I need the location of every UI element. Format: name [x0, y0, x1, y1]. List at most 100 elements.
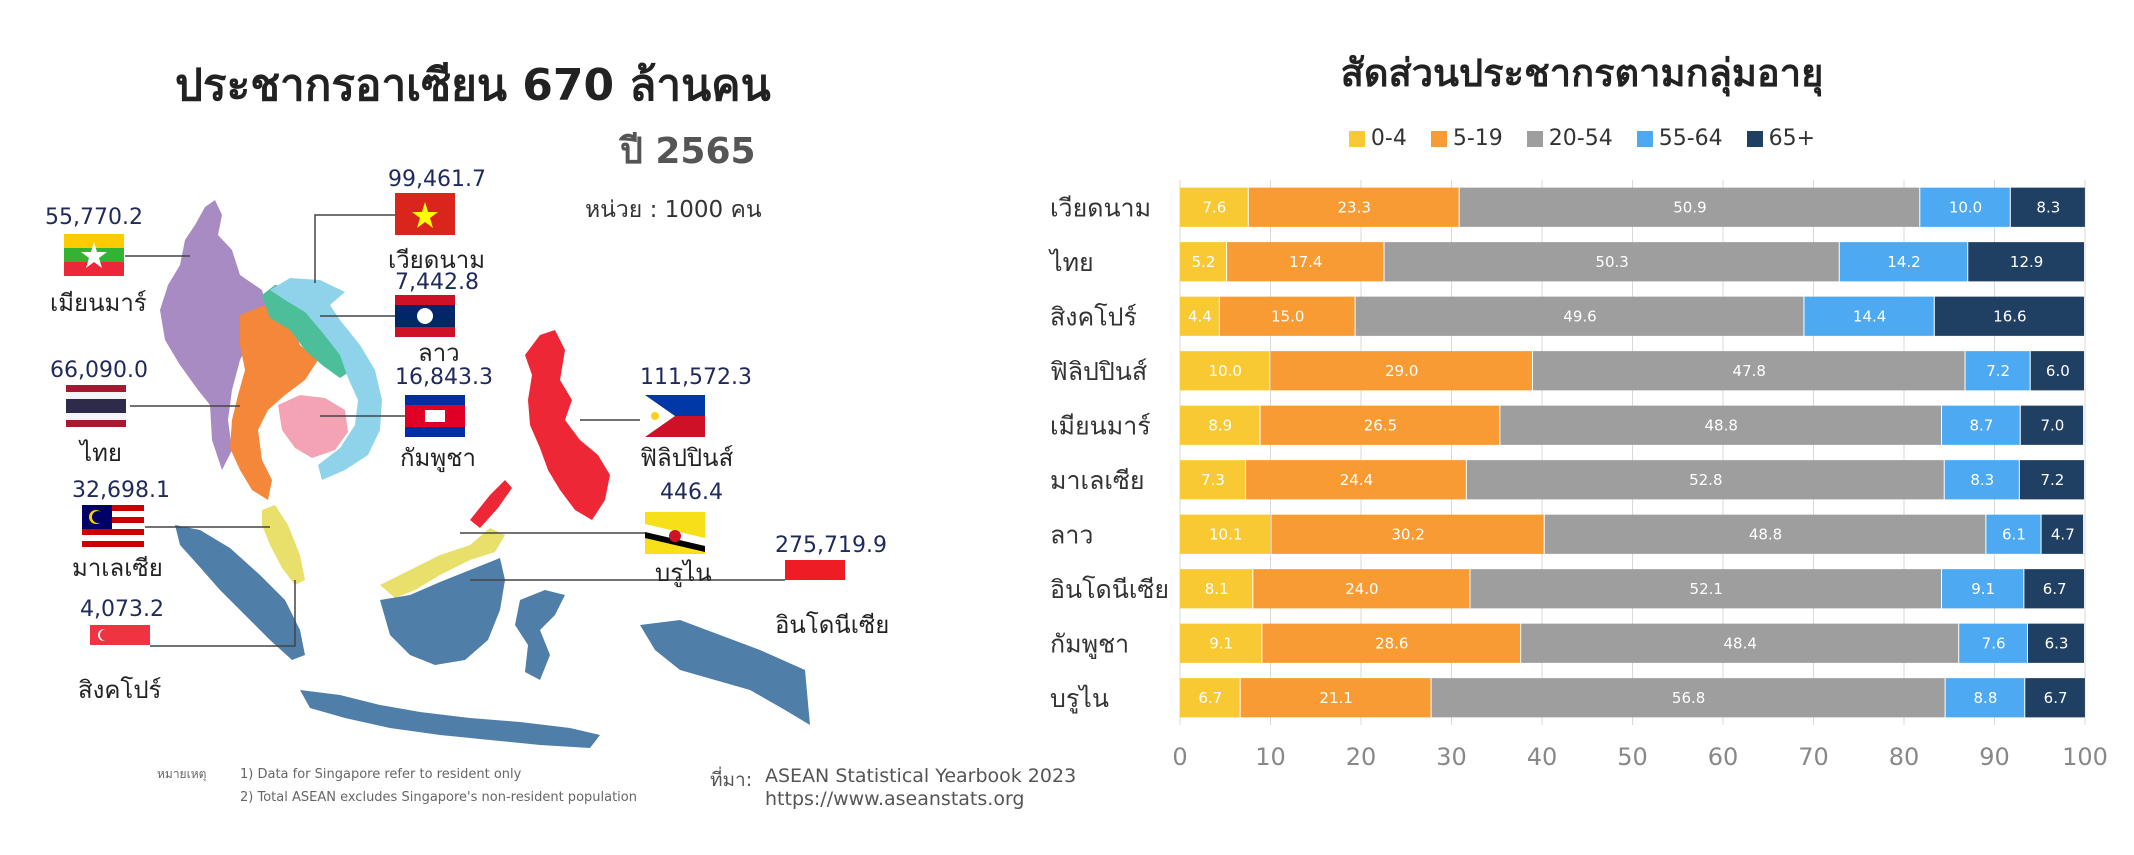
bar-segment [1180, 460, 1246, 500]
bar-segment [1384, 242, 1839, 282]
x-tick-label: 0 [1172, 743, 1187, 771]
philippines-name: ฟิลิปปินส์ [640, 444, 734, 472]
category-label: สิงคโปร์ [1050, 302, 1137, 331]
legend-item: 5-19 [1430, 126, 1503, 151]
bar-segment [1180, 514, 1271, 554]
data-label: 49.6 [1563, 307, 1596, 325]
footnote-label: หมายเหตุ [157, 767, 207, 781]
data-label: 24.0 [1345, 580, 1378, 598]
x-tick-label: 80 [1889, 743, 1920, 771]
chart-panel: สัดส่วนประชากรตามกลุ่มอายุ 0-4 5-19 20-54 5… [1030, 0, 2134, 855]
legend-label: 20-54 [1548, 126, 1613, 151]
data-label: 17.4 [1289, 253, 1322, 271]
legend-swatch [1526, 130, 1543, 147]
data-label: 6.7 [1198, 689, 1222, 707]
myanmar-name: เมียนมาร์ [50, 289, 147, 317]
data-label: 8.3 [2036, 198, 2060, 216]
bar-segment [1262, 623, 1521, 663]
data-label: 29.0 [1385, 362, 1418, 380]
legend-item: 0-4 [1348, 126, 1407, 151]
indonesia-value: 275,719.9 [775, 533, 887, 558]
brunei-value: 446.4 [660, 480, 723, 505]
legend-swatch [1348, 130, 1365, 147]
singapore-name: สิงคโปร์ [78, 676, 162, 704]
bar-segment [2025, 678, 2085, 718]
chart-legend: 0-4 5-19 20-54 55-64 65+ [1030, 126, 2134, 151]
bar-segment [1942, 405, 2020, 445]
x-tick-label: 60 [1708, 743, 1739, 771]
legend-label: 65+ [1768, 126, 1816, 151]
data-label: 7.2 [1986, 362, 2010, 380]
philippines-region [525, 330, 610, 520]
map-panel: ประชากรอาเซียน 670 ล้านคน ปี 2565 หน่วย … [45, 60, 1076, 810]
data-label: 6.7 [2043, 580, 2067, 598]
singapore-flag-icon [90, 625, 150, 665]
thailand-region [230, 305, 318, 500]
bar-segment [1544, 514, 1986, 554]
myanmar-value: 55,770.2 [45, 205, 143, 230]
data-label: 6.0 [2046, 362, 2070, 380]
bar-segment [1219, 296, 1355, 336]
indonesia-sumatra-region [175, 525, 305, 660]
bar-segment [1959, 623, 2027, 663]
legend-swatch [1636, 130, 1653, 147]
bar-segment [1180, 623, 1262, 663]
legend-swatch [1430, 130, 1447, 147]
data-label: 26.5 [1364, 416, 1397, 434]
vietnam-value: 99,461.7 [388, 167, 486, 192]
philippines-flag-icon [645, 395, 705, 437]
data-label: 4.4 [1188, 307, 1212, 325]
map-unit: หน่วย : 1000 คน [585, 197, 762, 223]
category-label: ไทย [1048, 248, 1094, 277]
x-tick-label: 20 [1346, 743, 1377, 771]
bar-segment [1500, 405, 1942, 445]
data-label: 48.8 [1749, 525, 1782, 543]
legend-item: 20-54 [1526, 126, 1613, 151]
bar-segment [1180, 569, 1253, 609]
bar-segment [1227, 242, 1384, 282]
data-label: 50.9 [1673, 198, 1706, 216]
brunei-flag-icon [645, 512, 705, 554]
bar-segment [1271, 514, 1544, 554]
bar-segment [1355, 296, 1804, 336]
data-label: 12.9 [2010, 253, 2043, 271]
x-tick-label: 40 [1527, 743, 1558, 771]
bar-segment [1934, 296, 2084, 336]
legend-label: 55-64 [1658, 126, 1723, 151]
data-label: 48.8 [1704, 416, 1737, 434]
laos-flag-icon [395, 295, 455, 337]
data-label: 21.1 [1319, 689, 1352, 707]
data-label: 28.6 [1375, 634, 1408, 652]
x-tick-label: 30 [1436, 743, 1467, 771]
footnote-2: 2) Total ASEAN excludes Singapore's non-… [240, 790, 637, 805]
source-line-1: ASEAN Statistical Yearbook 2023 [765, 765, 1077, 787]
cambodia-region [278, 395, 348, 458]
indonesia-flag-icon [785, 560, 845, 600]
cambodia-flag-icon [405, 395, 465, 437]
vietnam-region [270, 278, 382, 480]
bar-segment [1466, 460, 1944, 500]
data-label: 7.3 [1201, 471, 1225, 489]
indonesia-name: อินโดนีเซีย [775, 611, 890, 639]
data-label: 10.0 [1949, 198, 1982, 216]
category-label: อินโดนีเซีย [1050, 575, 1169, 604]
data-label: 6.3 [2045, 634, 2069, 652]
brunei-name: บรูไน [655, 559, 712, 587]
data-label: 10.0 [1209, 362, 1242, 380]
data-label: 7.6 [1982, 634, 2006, 652]
x-tick-label: 100 [2062, 743, 2108, 771]
category-label: บรูไน [1050, 684, 1109, 714]
philippines-palawan-region [470, 480, 512, 528]
chart-title: สัดส่วนประชากรตามกลุ่มอายุ [1340, 51, 1824, 95]
bar-segment [1180, 296, 1219, 336]
myanmar-region [160, 200, 270, 470]
malaysia-peninsula-region [262, 505, 305, 585]
laos-value: 7,442.8 [395, 270, 479, 295]
philippines-value: 111,572.3 [640, 365, 752, 390]
data-label: 9.1 [1971, 580, 1995, 598]
data-label: 52.1 [1690, 580, 1723, 598]
cambodia-name: กัมพูชา [400, 444, 476, 472]
data-label: 14.4 [1853, 307, 1886, 325]
data-label: 23.3 [1338, 198, 1371, 216]
bar-segment [1459, 187, 1920, 227]
